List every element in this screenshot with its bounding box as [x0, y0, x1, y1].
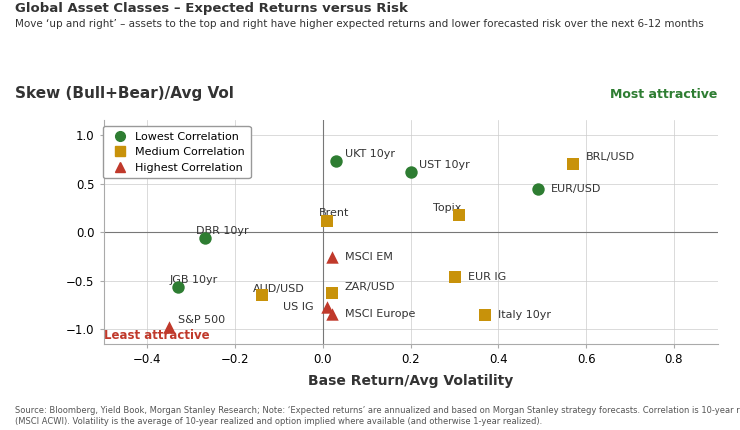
Point: [255, 292, 267, 299]
Point: [198, 235, 210, 242]
Point: [532, 186, 544, 193]
Point: [321, 217, 333, 224]
Point: [321, 304, 333, 310]
Text: EUR IG: EUR IG: [468, 272, 506, 282]
Legend: Lowest Correlation, Medium Correlation, Highest Correlation: Lowest Correlation, Medium Correlation, …: [103, 126, 251, 178]
Point: [164, 323, 175, 330]
Point: [330, 158, 342, 165]
Text: Source: Bloomberg, Yield Book, Morgan Stanley Research; Note: ‘Expected returns’: Source: Bloomberg, Yield Book, Morgan St…: [15, 406, 740, 426]
Text: MSCI Europe: MSCI Europe: [345, 309, 415, 319]
Point: [326, 310, 337, 317]
Text: US IG: US IG: [283, 302, 314, 312]
Text: AUD/USD: AUD/USD: [253, 284, 305, 294]
X-axis label: Base Return/Avg Volatility: Base Return/Avg Volatility: [308, 375, 514, 388]
Text: JGB 10yr: JGB 10yr: [169, 275, 218, 285]
Text: DBR 10yr: DBR 10yr: [195, 226, 249, 236]
Point: [453, 211, 465, 218]
Point: [448, 273, 460, 280]
Point: [172, 283, 184, 290]
Text: S&P 500: S&P 500: [178, 315, 225, 325]
Text: Least attractive: Least attractive: [104, 329, 209, 342]
Text: Global Asset Classes – Expected Returns versus Risk: Global Asset Classes – Expected Returns …: [15, 2, 408, 15]
Text: EUR/USD: EUR/USD: [551, 184, 602, 194]
Text: MSCI EM: MSCI EM: [345, 252, 393, 261]
Text: Skew (Bull+Bear)/Avg Vol: Skew (Bull+Bear)/Avg Vol: [15, 86, 234, 101]
Text: UKT 10yr: UKT 10yr: [345, 150, 395, 160]
Point: [480, 311, 491, 318]
Text: Brent: Brent: [318, 208, 349, 218]
Point: [567, 161, 579, 168]
Point: [326, 253, 337, 260]
Text: BRL/USD: BRL/USD: [586, 152, 636, 163]
Text: Topix: Topix: [433, 203, 461, 213]
Text: Most attractive: Most attractive: [610, 88, 718, 101]
Point: [326, 290, 337, 297]
Text: ZAR/USD: ZAR/USD: [345, 282, 395, 292]
Point: [405, 169, 417, 175]
Text: Italy 10yr: Italy 10yr: [499, 310, 551, 320]
Text: Move ‘up and right’ – assets to the top and right have higher expected returns a: Move ‘up and right’ – assets to the top …: [15, 19, 704, 29]
Text: UST 10yr: UST 10yr: [420, 160, 470, 170]
